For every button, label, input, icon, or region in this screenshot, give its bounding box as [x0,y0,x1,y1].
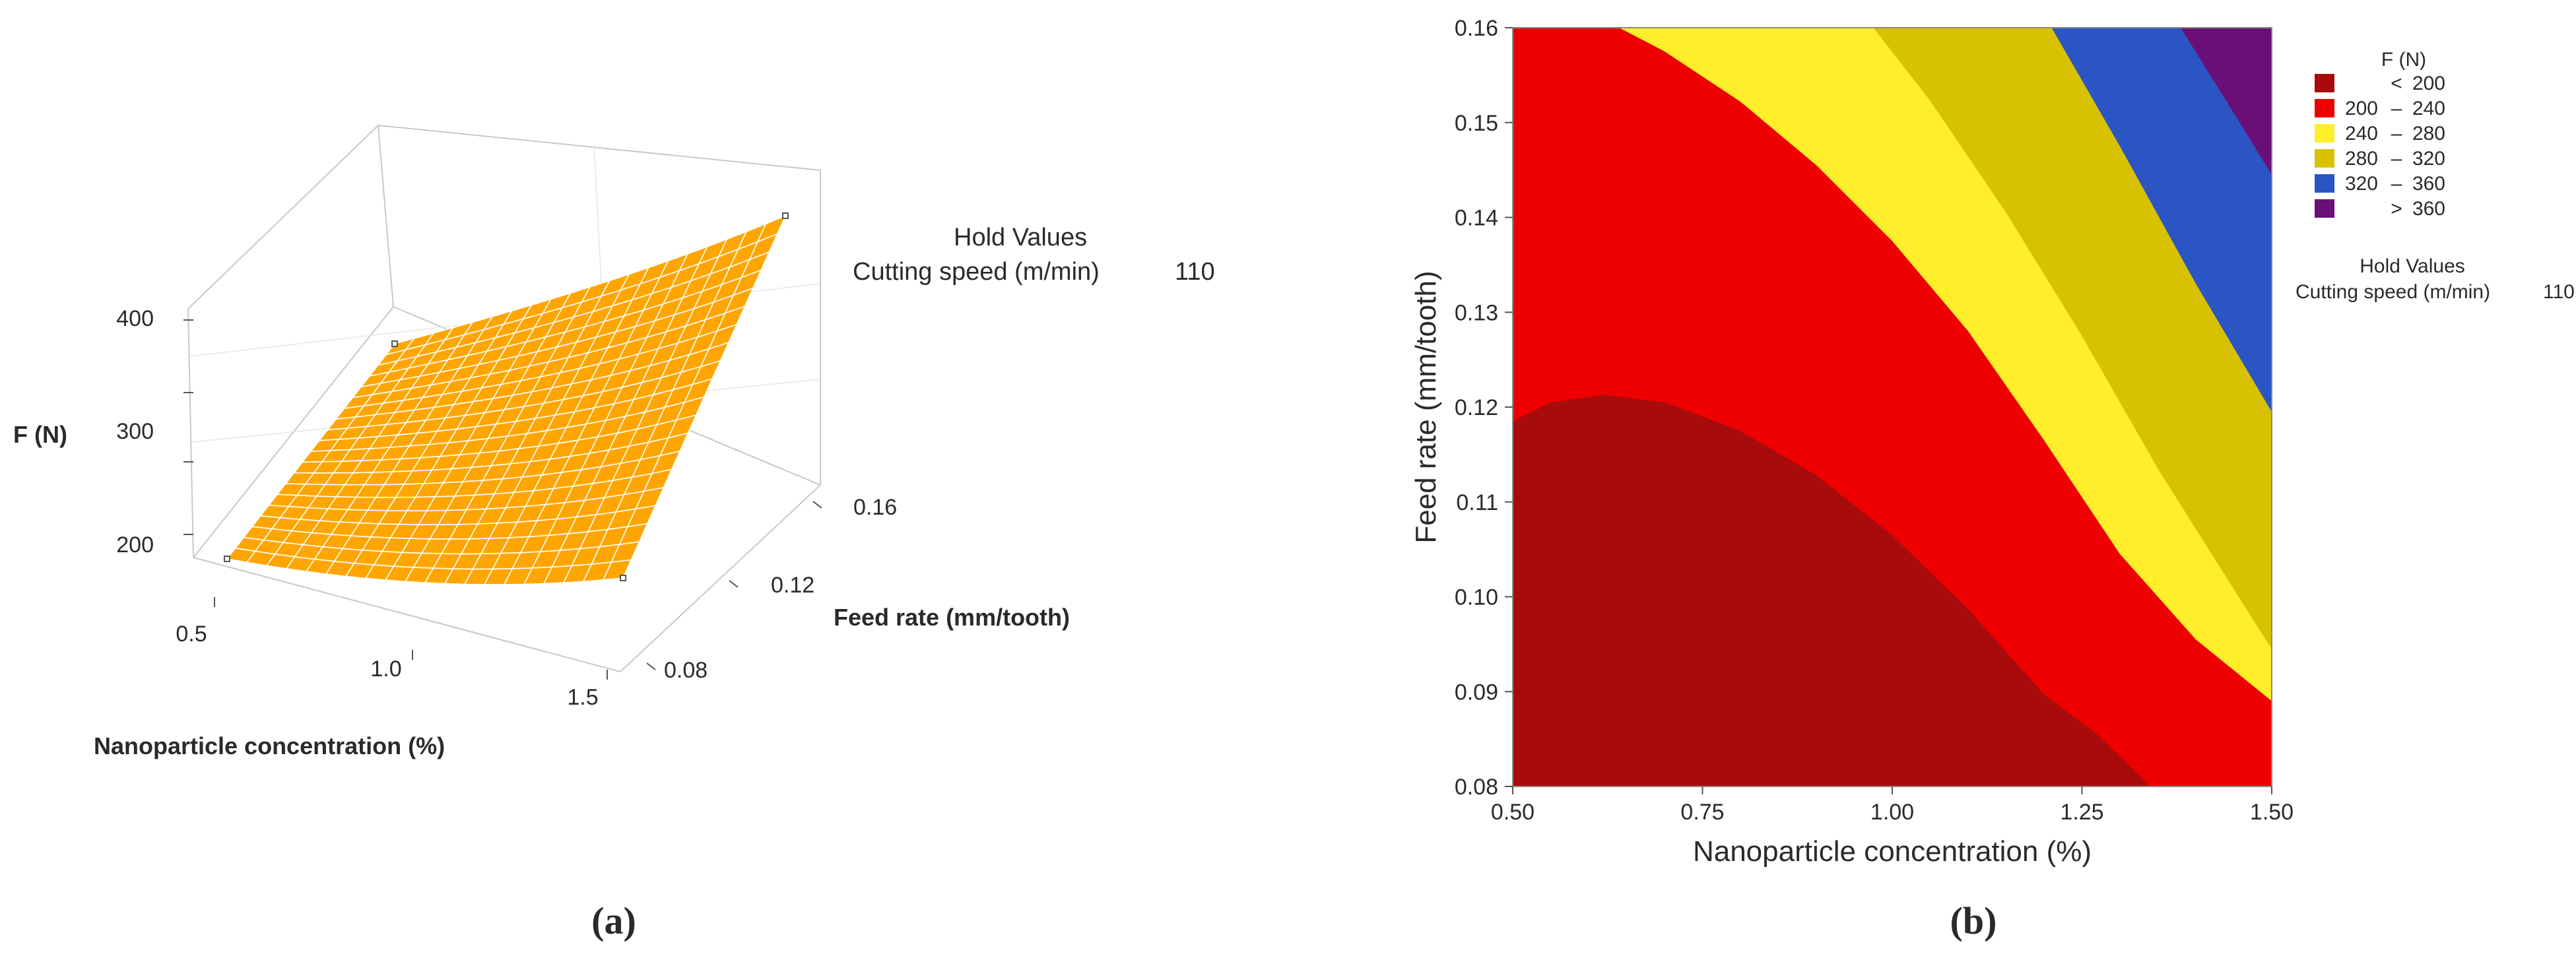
contour-plot: 0.50 0.75 1.00 1.25 1.50 0.08 0.09 0.10 0.11 0.1… [1410,16,2575,942]
y-ticks [646,501,822,670]
left-axis-line [187,308,194,558]
y-tick-label: 0.08 [664,658,708,683]
contour-y-tick-label: 0.15 [1455,111,1498,136]
surface-plot: 400 300 200 F (N) 0.5 1.0 1.5 Nanopartic… [13,125,1215,942]
legend-swatch [2315,99,2334,117]
legend-high: 320 [2412,148,2445,170]
legend-entry: >360 [2315,198,2445,220]
contour-y-tick-label: 0.10 [1455,585,1498,610]
corner-marker [782,212,789,219]
contour-y-axis-label: Feed rate (mm/tooth) [1410,271,1442,543]
contour-x-tick-label: 1.50 [2250,800,2294,825]
y-tick [729,580,739,588]
legend-high: 280 [2412,123,2445,144]
contour-y-tick-label: 0.16 [1455,16,1498,41]
contour-y-tick-label: 0.11 [1456,490,1498,515]
hold-values-label-b: Cutting speed (m/min) [2295,281,2490,303]
corner-marker [224,556,230,562]
legend-swatch [2315,174,2334,193]
legend-swatch [2315,124,2334,143]
hold-values-value-b: 110 [2543,281,2575,303]
x-ticks [214,597,608,680]
response-surface [226,214,787,585]
contour-band-below-200 [1513,395,2150,786]
panel-label-b: (b) [1950,899,1997,942]
legend-entry: 200–240 [2315,98,2445,119]
legend-swatch [2315,199,2334,218]
legend-operator: – [2391,148,2402,170]
y-tick-label: 0.16 [853,495,897,520]
legend-operator: – [2391,173,2402,195]
x-tick-label: 1.5 [567,685,598,710]
legend-high: 240 [2412,98,2445,119]
legend-entry: 280–320 [2315,148,2445,170]
corner-marker [620,575,626,581]
panel-label-a: (a) [591,899,636,942]
legend-low: 200 [2345,98,2378,119]
contour-y-ticks: 0.08 0.09 0.10 0.11 0.12 0.13 0.14 0.15 0.16 [1455,16,1513,800]
right-bottom-edge [620,484,821,672]
legend-title: F (N) [2381,49,2426,71]
z-ticks [183,319,193,535]
legend-entry: <200 [2315,73,2445,94]
legend-swatch [2315,74,2334,92]
legend-operator: – [2391,123,2402,144]
legend-high: 360 [2412,198,2445,220]
legend-high: 360 [2412,173,2445,195]
left-wall-top-edge [187,125,379,309]
legend-high: 200 [2412,73,2445,94]
hold-values-title: Hold Values [954,224,1087,251]
y-tick [646,662,656,670]
contour-y-tick-label: 0.12 [1455,395,1498,420]
contour-y-tick-label: 0.14 [1455,206,1498,231]
legend-entry: 240–280 [2315,123,2445,144]
contour-x-tick-label: 0.75 [1680,800,1724,825]
legend-low: 320 [2345,173,2378,195]
back-wall-vertical [378,125,394,307]
corner-markers [224,212,789,581]
x-tick-label: 1.0 [370,656,401,682]
legend-entry: 320–360 [2315,173,2445,195]
hold-values-value: 110 [1175,258,1215,286]
contour-x-tick-label: 0.50 [1491,800,1535,825]
y-tick [812,501,822,509]
legend-operator: < [2391,73,2402,94]
legend-low: 240 [2345,123,2378,144]
hold-values-title-b: Hold Values [2360,255,2465,277]
contour-y-tick-label: 0.13 [1455,300,1498,325]
back-wall-edges [378,125,821,485]
corner-marker [391,340,398,347]
y-tick-label: 0.12 [771,573,814,598]
z-tick-label: 200 [116,532,154,558]
x-tick-label: 0.5 [176,622,207,647]
z-axis-label: F (N) [13,421,67,448]
contour-x-ticks: 0.50 0.75 1.00 1.25 1.50 [1491,786,2294,825]
contour-x-tick-label: 1.00 [1870,800,1914,825]
legend-operator: > [2391,198,2402,220]
hold-values-label: Cutting speed (m/min) [853,258,1100,286]
z-tick-label: 300 [116,419,154,444]
y-axis-label: Feed rate (mm/tooth) [834,604,1070,631]
z-tick-label: 400 [116,306,154,331]
contour-x-tick-label: 1.25 [2060,800,2103,825]
legend-operator: – [2391,98,2402,119]
legend-low: 280 [2345,148,2378,170]
front-bottom-edge [193,557,621,672]
contour-y-tick-label: 0.09 [1455,680,1498,705]
contour-bands [1513,28,2272,786]
contour-y-tick-label: 0.08 [1455,775,1498,800]
contour-x-axis-label: Nanoparticle concentration (%) [1693,835,2092,868]
x-axis-label: Nanoparticle concentration (%) [94,732,445,759]
legend-swatch [2315,149,2334,168]
